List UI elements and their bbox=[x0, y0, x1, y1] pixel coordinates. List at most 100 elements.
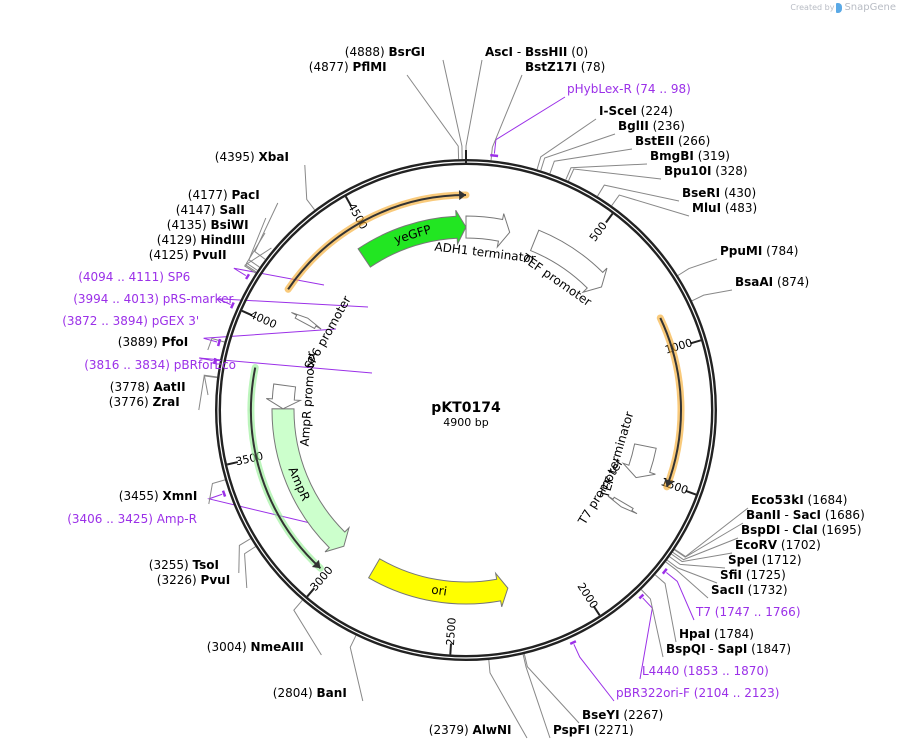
enzyme-site-bpu10i[interactable]: Bpu10I (328) bbox=[664, 164, 748, 179]
enzyme-site-bglii[interactable]: BglII (236) bbox=[618, 119, 685, 134]
enzyme-leader bbox=[293, 599, 322, 656]
enzyme-site-ppumi[interactable]: PpuMI (784) bbox=[720, 244, 798, 259]
enzyme-site-bani[interactable]: (2804) BanI bbox=[273, 686, 347, 701]
enzyme-name-2: SacI bbox=[792, 508, 822, 522]
enzyme-position: (4395) bbox=[214, 150, 255, 164]
primer-amp-r[interactable]: (3406 .. 3425) Amp-R bbox=[67, 512, 197, 527]
enzyme-site-mlui[interactable]: MluI (483) bbox=[692, 201, 757, 216]
enzyme-site-i-scei[interactable]: I-SceI (224) bbox=[599, 104, 673, 119]
primer-mark bbox=[216, 338, 222, 347]
enzyme-site-alwni[interactable]: (2379) AlwNI bbox=[429, 723, 512, 738]
primer-t7[interactable]: T7 (1747 .. 1766) bbox=[696, 605, 801, 620]
primer-l4440[interactable]: L4440 (1853 .. 1870) bbox=[642, 664, 769, 679]
enzyme-leader bbox=[671, 552, 733, 563]
enzyme-position: (4125) bbox=[148, 248, 189, 262]
enzyme-name: AscI bbox=[485, 45, 514, 59]
enzyme-site-tsoi[interactable]: (3255) TsoI bbox=[149, 558, 219, 573]
enzyme-site-xbai[interactable]: (4395) XbaI bbox=[215, 150, 289, 165]
enzyme-site-bstz17i[interactable]: BstZ17I (78) bbox=[525, 60, 605, 75]
enzyme-position: (483) bbox=[724, 201, 758, 215]
enzyme-site-hindiii[interactable]: (4129) HindIII bbox=[157, 233, 245, 248]
snapgene-credit: Created by SnapGene bbox=[790, 2, 896, 13]
enzyme-site-paci[interactable]: (4177) PacI bbox=[188, 188, 260, 203]
enzyme-name: BseRI bbox=[682, 186, 721, 200]
primer-name: pRS-marker bbox=[162, 292, 234, 306]
enzyme-site-asci[interactable]: AscI - BssHII (0) bbox=[485, 45, 588, 60]
primer-pbrforeco[interactable]: (3816 .. 3834) pBRforEco bbox=[84, 358, 236, 373]
enzyme-position: (1732) bbox=[747, 583, 788, 597]
enzyme-leader bbox=[208, 479, 226, 505]
enzyme-site-bsaai[interactable]: BsaAI (874) bbox=[735, 275, 809, 290]
primer-range: (1747 .. 1766) bbox=[714, 605, 801, 619]
enzyme-site-banii[interactable]: BanII - SacI (1686) bbox=[746, 508, 865, 523]
tick-label: 500 bbox=[587, 219, 610, 244]
enzyme-site-bsrgi[interactable]: (4888) BsrGI bbox=[345, 45, 425, 60]
enzyme-site-sacii[interactable]: SacII (1732) bbox=[711, 583, 788, 598]
enzyme-site-bseyi[interactable]: BseYI (2267) bbox=[582, 708, 663, 723]
enzyme-position: (4888) bbox=[344, 45, 385, 59]
primer-prs-marker[interactable]: (3994 .. 4013) pRS-marker bbox=[73, 292, 233, 307]
enzyme-name: HpaI bbox=[679, 627, 711, 641]
enzyme-site-sfii[interactable]: SfiI (1725) bbox=[720, 568, 786, 583]
primer-pbr322ori-f[interactable]: pBR322ori-F (2104 .. 2123) bbox=[616, 686, 779, 701]
enzyme-name: BanI bbox=[316, 686, 347, 700]
tick-mark bbox=[690, 339, 702, 345]
enzyme-site-pfoi[interactable]: (3889) PfoI bbox=[118, 335, 188, 350]
plasmid-title: pKT0174 4900 bp bbox=[366, 400, 566, 429]
enzyme-site-ecorv[interactable]: EcoRV (1702) bbox=[735, 538, 821, 553]
enzyme-name: PflMI bbox=[352, 60, 387, 74]
enzyme-site-pspfi[interactable]: PspFI (2271) bbox=[553, 723, 634, 738]
enzyme-name: SalI bbox=[219, 203, 245, 217]
orf-arrowhead bbox=[311, 559, 321, 569]
enzyme-site-bsteii[interactable]: BstEII (266) bbox=[635, 134, 710, 149]
enzyme-site-bseri[interactable]: BseRI (430) bbox=[682, 186, 756, 201]
enzyme-site-spei[interactable]: SpeI (1712) bbox=[728, 553, 802, 568]
enzyme-site-nmeaiii[interactable]: (3004) NmeAIII bbox=[207, 640, 304, 655]
enzyme-position: (3004) bbox=[206, 640, 247, 654]
enzyme-leader bbox=[611, 194, 690, 217]
plasmid-name: pKT0174 bbox=[431, 400, 501, 416]
feature-ampr-promoter[interactable] bbox=[266, 383, 303, 410]
enzyme-name: XmnI bbox=[162, 489, 198, 503]
feature-tef-promoter[interactable] bbox=[529, 229, 608, 294]
enzyme-site-bspdi[interactable]: BspDI - ClaI (1695) bbox=[741, 523, 862, 538]
enzyme-site-sali[interactable]: (4147) SalI bbox=[176, 203, 245, 218]
enzyme-site-bspqi[interactable]: BspQI - SapI (1847) bbox=[666, 642, 791, 657]
primer-mark bbox=[212, 357, 217, 365]
orf-arrowhead bbox=[664, 478, 674, 487]
enzyme-name: I-SceI bbox=[599, 104, 637, 118]
enzyme-site-eco53ki[interactable]: Eco53kI (1684) bbox=[751, 493, 847, 508]
enzyme-site-pflmi[interactable]: (4877) PflMI bbox=[309, 60, 387, 75]
enzyme-site-hpai[interactable]: HpaI (1784) bbox=[679, 627, 754, 642]
primer-name: pBR322ori-F bbox=[616, 686, 690, 700]
enzyme-site-pvuii[interactable]: (4125) PvuII bbox=[149, 248, 227, 263]
primer-leader bbox=[207, 493, 328, 528]
enzyme-site-bsiwi[interactable]: (4135) BsiWI bbox=[167, 218, 249, 233]
feature-t7-promoter[interactable] bbox=[607, 495, 638, 515]
feature-ori[interactable] bbox=[367, 558, 509, 607]
primer-sp6[interactable]: (4094 .. 4111) SP6 bbox=[78, 270, 190, 285]
enzyme-site-xmni[interactable]: (3455) XmnI bbox=[119, 489, 198, 504]
primer-range: (74 .. 98) bbox=[635, 82, 691, 96]
enzyme-site-aatii[interactable]: (3778) AatII bbox=[110, 380, 186, 395]
enzyme-site-zrai[interactable]: (3776) ZraI bbox=[109, 395, 180, 410]
primer-phyblex-r[interactable]: pHybLex-R (74 .. 98) bbox=[567, 82, 691, 97]
enzyme-position: (430) bbox=[723, 186, 757, 200]
enzyme-name: XbaI bbox=[258, 150, 289, 164]
enzyme-leader bbox=[248, 217, 267, 268]
primer-leader bbox=[666, 572, 695, 621]
feature-ampr[interactable] bbox=[271, 408, 350, 553]
primer-pgex-3-[interactable]: (3872 .. 3894) pGEX 3' bbox=[62, 314, 199, 329]
enzyme-site-pvui[interactable]: (3226) PvuI bbox=[157, 573, 230, 588]
enzyme-name: AlwNI bbox=[472, 723, 512, 737]
primer-range: (3994 .. 4013) bbox=[73, 292, 159, 306]
enzyme-name: NmeAIII bbox=[250, 640, 304, 654]
primer-range: (3406 .. 3425) bbox=[67, 512, 153, 526]
enzyme-leader bbox=[406, 74, 460, 160]
feature-tef-terminator[interactable] bbox=[621, 443, 657, 479]
enzyme-site-bmgbi[interactable]: BmgBI (319) bbox=[650, 149, 730, 164]
feature-adh1-terminator[interactable] bbox=[465, 213, 511, 249]
enzyme-separator: - bbox=[513, 45, 525, 59]
enzyme-name-2: SapI bbox=[717, 642, 748, 656]
feature-sp6-promoter[interactable] bbox=[291, 311, 322, 330]
